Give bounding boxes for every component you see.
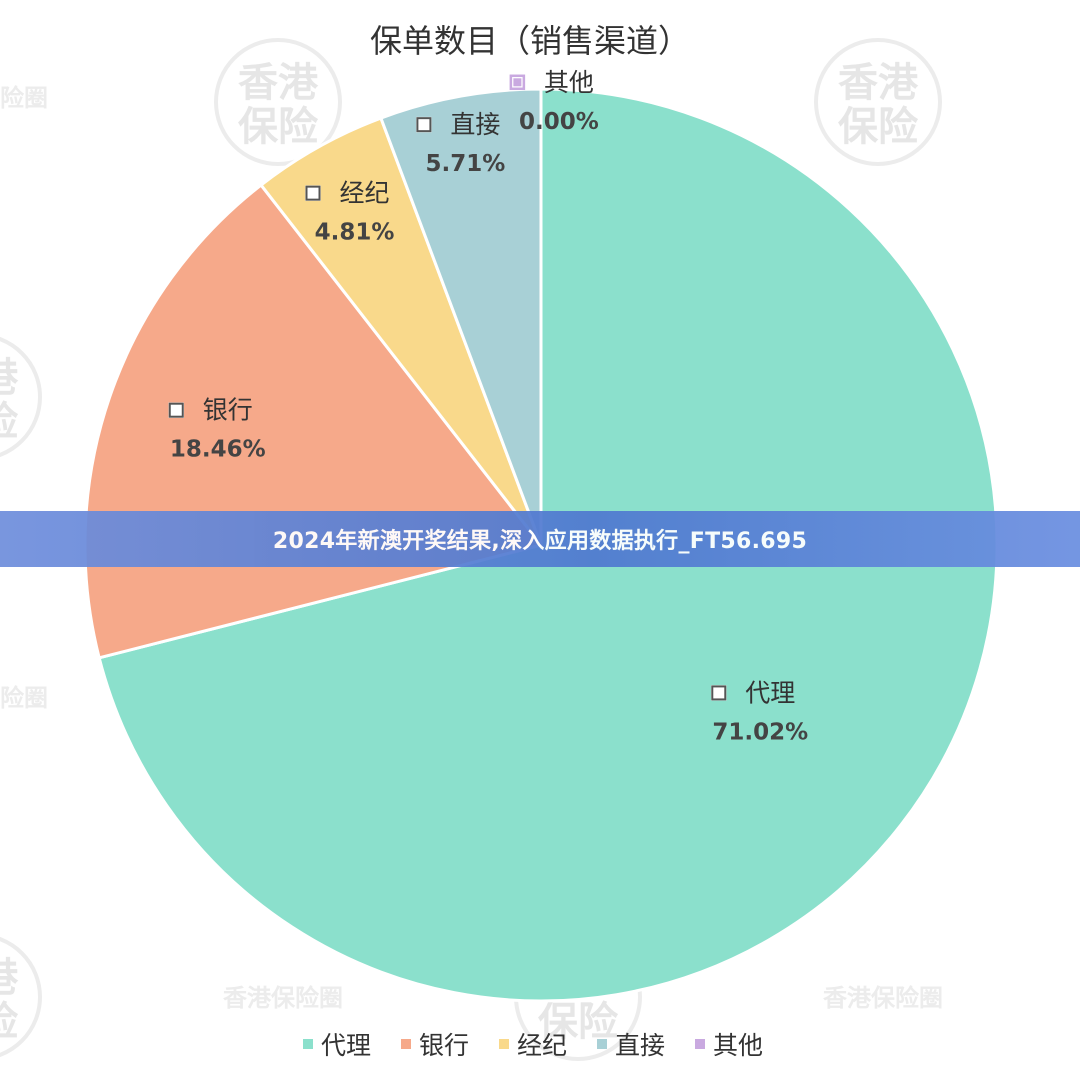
legend-entry-0: 代理	[303, 1031, 371, 1060]
slice-value-3: 5.71%	[426, 151, 506, 177]
legend: 代理 银行 经纪 直接 其他	[303, 1031, 763, 1060]
pie-slice-3	[378, 87, 543, 546]
watermark-text: 香港保险圈	[823, 984, 943, 1012]
slice-label-2: 经纪 4.81%	[305, 179, 395, 246]
legend-entry-4: 其他	[695, 1031, 763, 1060]
svg-text:香港: 香港	[0, 955, 19, 1001]
title-banner: 2024年新澳开奖结果,深入应用数据执行_FT56.695	[0, 511, 1080, 567]
slice-label-0: 代理 71.02%	[711, 678, 808, 745]
svg-text:香港: 香港	[838, 60, 919, 106]
svg-text:保险: 保险	[0, 399, 19, 445]
svg-text:香港: 香港	[0, 355, 19, 401]
watermark-logo: 香港保险	[814, 38, 942, 166]
legend-swatch	[499, 1039, 509, 1049]
watermark-text: 香港保险圈	[0, 84, 48, 112]
chart-title: 保单数目（销售渠道）	[370, 22, 690, 60]
slice-marker-3	[416, 116, 432, 133]
watermark-text: 香港保险圈	[223, 984, 343, 1012]
watermark-logo: 香港保险	[0, 936, 42, 1058]
watermark-text: 香港保险圈	[0, 684, 48, 712]
slice-name-4: 其他	[544, 68, 594, 97]
legend-label: 银行	[419, 1031, 469, 1060]
legend-swatch	[401, 1039, 411, 1049]
slice-name-0: 代理	[745, 678, 795, 707]
svg-text:保险: 保险	[838, 104, 919, 150]
legend-label: 经纪	[517, 1031, 567, 1060]
banner-text: 2024年新澳开奖结果,深入应用数据执行_FT56.695	[272, 529, 808, 554]
slice-label-3: 直接 5.71%	[416, 110, 506, 177]
slice-value-1: 18.46%	[170, 437, 266, 463]
slice-labels: 代理 71.02% 银行 18.46% 经纪 4.81% 直接 5.71% 其他 0.00%	[168, 68, 808, 745]
legend-swatch	[303, 1039, 313, 1049]
legend-entry-2: 经纪	[499, 1031, 567, 1060]
legend-entry-1: 银行	[401, 1031, 469, 1060]
svg-text:保险: 保险	[0, 999, 19, 1045]
legend-label: 代理	[321, 1031, 371, 1060]
slice-name-2: 经纪	[339, 179, 389, 208]
watermark-logo: 香港保险	[214, 38, 342, 166]
slice-label-4: 其他 0.00%	[509, 68, 599, 135]
svg-text:香港: 香港	[238, 60, 319, 106]
slice-label-1: 银行 18.46%	[168, 396, 266, 463]
legend-entry-3: 直接	[597, 1031, 665, 1060]
slice-marker-2	[305, 185, 321, 201]
legend-swatch	[695, 1039, 705, 1049]
legend-swatch	[597, 1039, 607, 1049]
svg-text:保险: 保险	[238, 104, 319, 150]
legend-label: 其他	[713, 1031, 763, 1060]
slice-marker-1	[168, 402, 185, 418]
slice-name-1: 银行	[203, 396, 253, 425]
slice-value-0: 71.02%	[712, 719, 808, 745]
slice-value-2: 4.81%	[315, 220, 395, 246]
legend-label: 直接	[615, 1031, 665, 1060]
slice-name-3: 直接	[450, 110, 500, 139]
slice-marker-0	[711, 685, 727, 701]
svg-text:保险: 保险	[538, 999, 619, 1045]
watermark-logo: 香港保险	[0, 336, 42, 458]
slice-value-4: 0.00%	[519, 109, 599, 135]
